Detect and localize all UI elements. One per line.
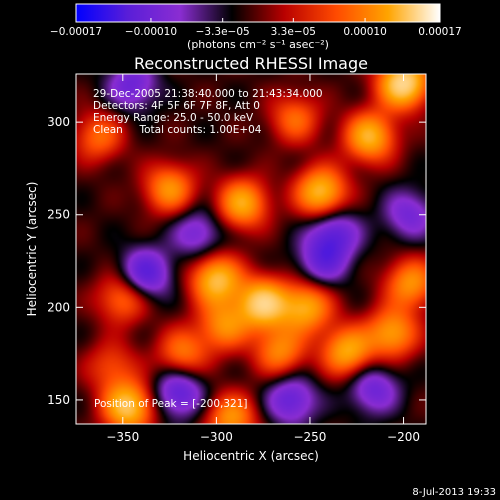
- colorbar-unit-label: (photons cm⁻² s⁻¹ asec⁻²): [187, 38, 329, 51]
- y-tick-label: 250: [47, 208, 70, 222]
- y-tick-label: 200: [47, 300, 70, 314]
- x-tick-label: −250: [293, 430, 326, 444]
- plot-frame: [75, 73, 427, 425]
- colorbar-tick-label: 0.00010: [343, 26, 386, 38]
- colorbar-tick-label: −0.00017: [50, 26, 102, 38]
- colorbar-tick-label: −3.3e−05: [196, 26, 250, 38]
- colorbar-tick-label: 3.3e−05: [271, 26, 316, 38]
- x-tick-label: −300: [200, 430, 233, 444]
- footer-timestamp: 8-Jul-2013 19:33: [412, 487, 496, 498]
- annotation-detectors: Detectors: 4F 5F 6F 7F 8F, Att 0: [93, 100, 260, 112]
- annotation-energy-range: Energy Range: 25.0 - 50.0 keV: [93, 112, 254, 124]
- chart-title: Reconstructed RHESSI Image: [134, 54, 368, 73]
- annotation-peak-position: Position of Peak = [-200,321]: [94, 398, 248, 410]
- y-tick-label: 300: [47, 115, 70, 129]
- x-axis-label: Heliocentric X (arcsec): [183, 449, 319, 463]
- axis-ticks: −350 −300 −250 −200 150 200 250 300: [47, 74, 426, 444]
- x-tick-label: −200: [387, 430, 420, 444]
- heatmap-image: [76, 74, 426, 424]
- x-tick-label: −350: [106, 430, 139, 444]
- y-tick-label: 150: [47, 393, 70, 407]
- annotation-clean-counts: Clean Total counts: 1.00E+04: [93, 124, 262, 136]
- annotation-time-range: 29-Dec-2005 21:38:40.000 to 21:43:34.000: [93, 88, 323, 100]
- colorbar: [75, 3, 441, 23]
- y-axis-label: Heliocentric Y (arcsec): [25, 182, 39, 317]
- colorbar-ticks: −0.00017 −0.00010 −3.3e−05 3.3e−05 0.00010 0.…: [50, 18, 462, 38]
- colorbar-tick-label: 0.00017: [418, 26, 461, 38]
- colorbar-tick-label: −0.00010: [125, 26, 177, 38]
